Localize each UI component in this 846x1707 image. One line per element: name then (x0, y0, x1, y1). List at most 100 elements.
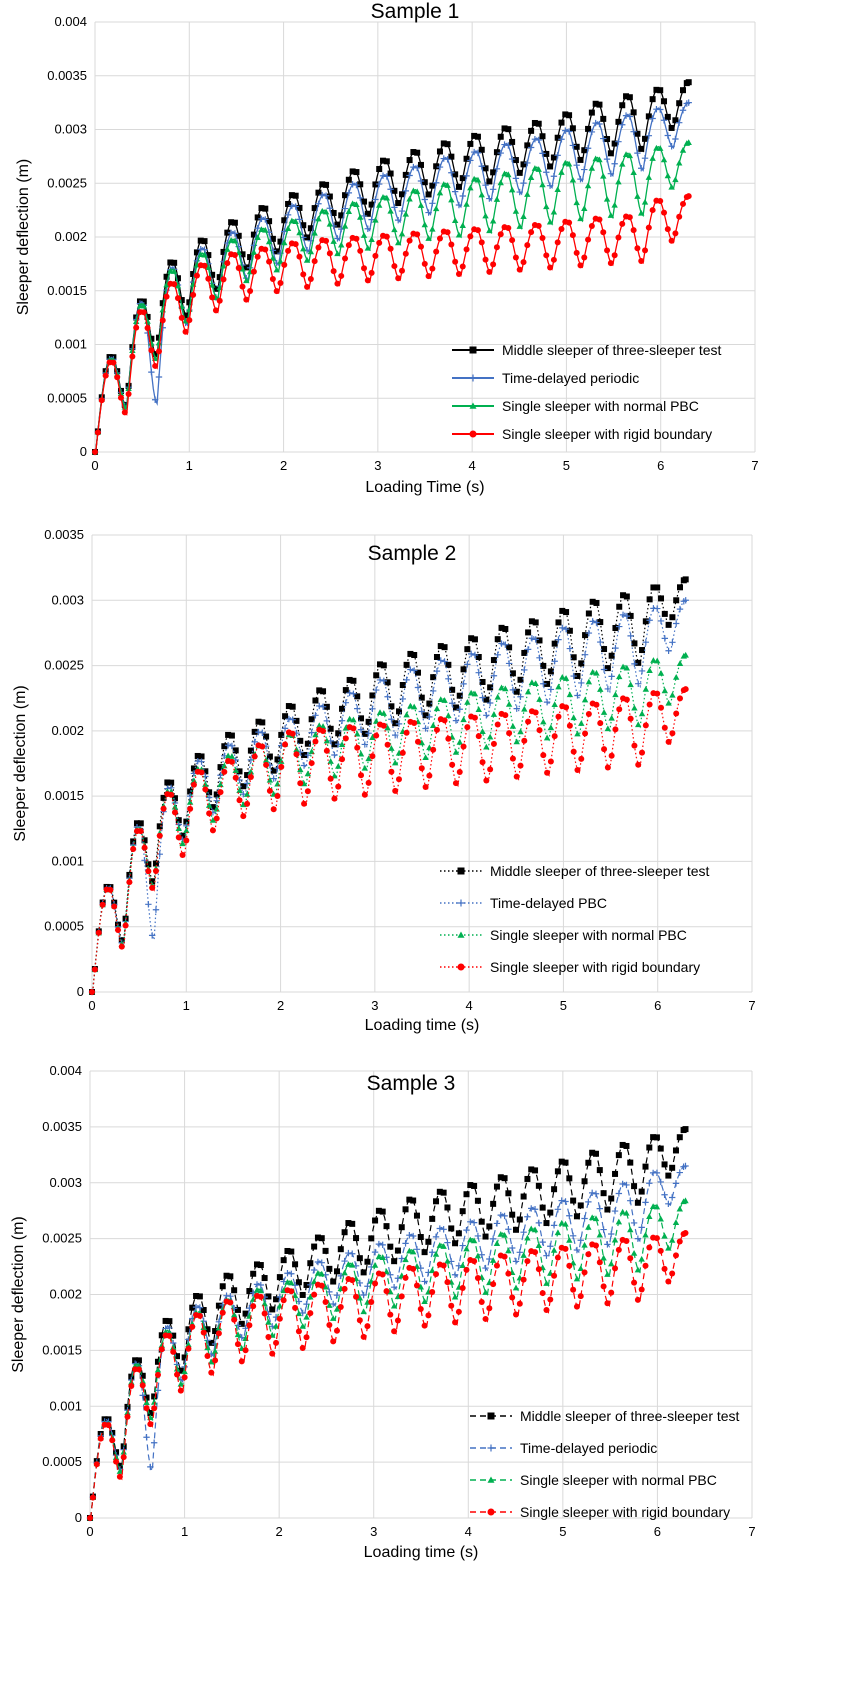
data-point (600, 115, 607, 122)
data-point (227, 1273, 234, 1280)
data-point (224, 752, 232, 759)
data-point (121, 409, 128, 416)
data-point (242, 1347, 249, 1354)
data-point (217, 781, 224, 788)
data-point (304, 751, 312, 759)
data-point (448, 169, 455, 176)
data-point (292, 203, 299, 210)
data-point (296, 204, 303, 211)
data-point (361, 764, 369, 771)
data-point (418, 694, 425, 701)
data-point (525, 629, 532, 636)
data-point (555, 636, 562, 643)
data-point (198, 753, 205, 760)
data-point (665, 1244, 672, 1251)
data-point (185, 1326, 192, 1333)
data-point (390, 1283, 398, 1291)
data-point (197, 251, 204, 258)
data-point (612, 1170, 619, 1177)
data-point (179, 840, 186, 847)
data-point (608, 652, 615, 659)
data-point (577, 175, 584, 183)
data-point (508, 186, 516, 193)
data-point (155, 339, 163, 346)
data-point (547, 264, 554, 271)
data-point (449, 761, 456, 768)
data-point (330, 268, 337, 275)
data-point (296, 229, 303, 236)
data-point (634, 193, 641, 199)
data-point (335, 730, 342, 737)
data-point (379, 1254, 386, 1260)
data-point (673, 673, 680, 680)
data-point (627, 612, 634, 619)
data-point (373, 672, 380, 679)
data-point (296, 253, 303, 260)
data-point (261, 1275, 268, 1282)
data-point (177, 1380, 185, 1387)
data-point (259, 719, 266, 726)
data-point (649, 155, 656, 161)
data-point (478, 191, 485, 198)
data-point (619, 1208, 626, 1215)
data-point (641, 198, 649, 205)
data-point (301, 751, 308, 758)
data-point (665, 621, 672, 628)
x-tick-label: 1 (186, 458, 193, 473)
data-point (273, 288, 280, 295)
data-point (682, 576, 689, 583)
data-point (535, 136, 542, 144)
data-point (569, 125, 576, 132)
data-point (608, 1260, 615, 1267)
data-point (387, 186, 394, 193)
data-point (486, 733, 494, 740)
data-point (244, 800, 251, 807)
data-point (642, 135, 649, 142)
data-point (501, 170, 508, 177)
data-point (398, 1255, 405, 1262)
data-point (627, 1197, 634, 1204)
data-point (114, 374, 121, 381)
data-point (202, 768, 209, 775)
data-point (676, 213, 683, 220)
data-point (601, 746, 608, 753)
data-point (539, 181, 546, 188)
data-point (350, 677, 357, 684)
data-point (619, 1141, 626, 1148)
data-point (642, 1199, 649, 1206)
data-point (570, 714, 577, 721)
data-point (638, 209, 645, 216)
data-point (175, 834, 182, 841)
data-point (612, 624, 619, 631)
data-point (631, 742, 638, 749)
data-point (345, 1261, 352, 1267)
data-point (554, 134, 561, 141)
data-point (505, 700, 513, 707)
data-point (338, 717, 346, 724)
data-point (217, 789, 224, 796)
data-point (208, 1358, 215, 1365)
data-point (148, 335, 155, 342)
data-point (607, 212, 615, 218)
data-point (312, 731, 319, 738)
data-point (607, 170, 615, 177)
data-point (589, 618, 596, 625)
data-point (93, 1461, 100, 1468)
data-point (573, 1275, 581, 1282)
data-point (543, 203, 550, 210)
legend-marker (487, 1476, 495, 1483)
data-point (208, 1339, 215, 1346)
data-point (87, 1515, 93, 1521)
data-point (361, 791, 368, 798)
y-tick-label: 0 (75, 1510, 82, 1525)
data-point (585, 125, 592, 132)
data-point (144, 325, 151, 332)
legend-label: Middle sleeper of three-sleeper test (520, 1408, 740, 1424)
data-point (280, 1297, 287, 1304)
data-point (371, 1248, 379, 1256)
data-point (163, 293, 170, 300)
data-point (300, 271, 307, 278)
data-point (474, 227, 481, 234)
data-point (577, 262, 584, 269)
data-point (524, 646, 532, 653)
